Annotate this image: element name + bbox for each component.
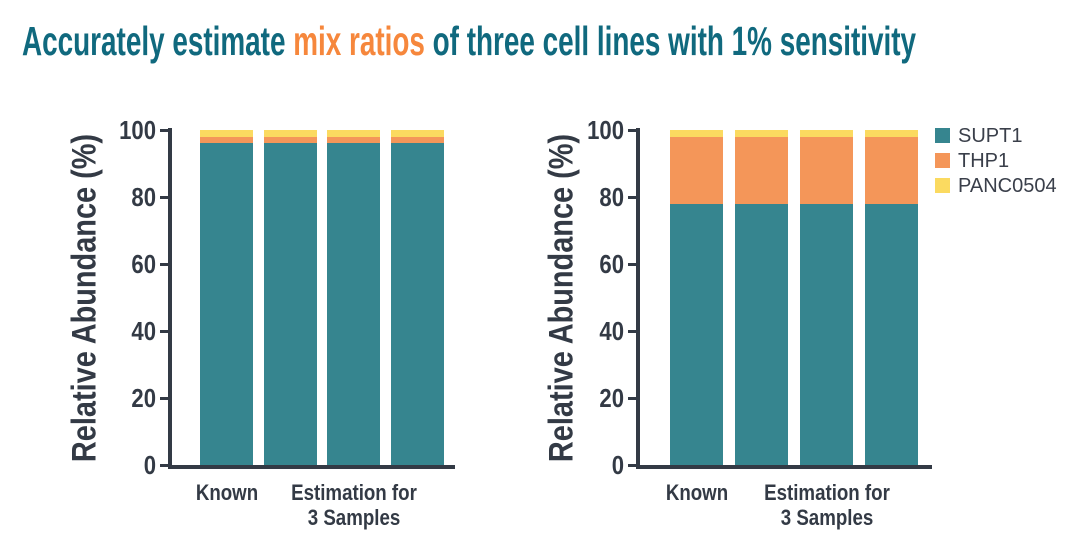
- legend-label-supt1: SUPT1: [958, 124, 1023, 147]
- x-axis-line: [636, 465, 932, 469]
- y-tick-label: 100: [587, 115, 624, 145]
- bar-segment-panc0504: [800, 130, 853, 137]
- y-tick-label: 80: [131, 182, 156, 212]
- y-tick-label: 100: [119, 115, 156, 145]
- title-highlight: mix ratios: [293, 18, 425, 64]
- y-tick-label: 60: [599, 249, 624, 279]
- y-axis-line: [168, 128, 172, 469]
- x-tick-label: Estimation for 3 Samples: [763, 480, 890, 530]
- bar-segment-supt1: [390, 143, 444, 465]
- legend-label-thp1: THP1: [958, 149, 1010, 172]
- y-tick-label: 40: [131, 316, 156, 346]
- bar-segment-supt1: [800, 203, 853, 465]
- bar-segment-thp1: [670, 136, 723, 204]
- y-axis-title: Relative Abundance (%): [542, 133, 581, 462]
- y-axis-line: [636, 128, 640, 469]
- y-tick-mark: [160, 262, 168, 266]
- bar-segment-thp1: [735, 136, 788, 204]
- y-tick-label: 20: [131, 383, 156, 413]
- title-part-1: Accurately estimate: [22, 18, 294, 64]
- bar-segment-supt1: [865, 203, 918, 465]
- x-axis-line: [168, 465, 455, 469]
- legend-swatch-supt1: [935, 128, 950, 143]
- bar-segment-thp1: [200, 136, 253, 144]
- y-tick-mark: [628, 128, 636, 132]
- y-tick-mark: [160, 329, 168, 333]
- y-tick-label: 0: [143, 450, 156, 480]
- y-tick-mark: [160, 463, 168, 467]
- bar-segment-supt1: [263, 143, 317, 465]
- bar-segment-thp1: [327, 136, 380, 144]
- y-tick-mark: [160, 128, 168, 132]
- y-tick-mark: [628, 463, 636, 467]
- legend-swatch-panc0504: [935, 178, 950, 193]
- y-tick-mark: [628, 195, 636, 199]
- y-tick-mark: [160, 195, 168, 199]
- y-tick-label: 40: [599, 316, 624, 346]
- bar-segment-supt1: [670, 203, 723, 465]
- bar-segment-supt1: [735, 203, 788, 465]
- bar-segment-thp1: [865, 136, 918, 204]
- bar-segment-supt1: [327, 143, 380, 465]
- y-tick-mark: [628, 262, 636, 266]
- y-tick-label: 60: [131, 249, 156, 279]
- bar-segment-panc0504: [327, 130, 380, 137]
- y-tick-mark: [628, 396, 636, 400]
- bar-segment-thp1: [800, 136, 853, 204]
- page-title: Accurately estimate mix ratios of three …: [22, 21, 916, 62]
- x-tick-label: Estimation for 3 Samples: [290, 480, 417, 530]
- x-tick-label: Known: [665, 480, 728, 505]
- bar-segment-thp1: [390, 136, 444, 144]
- x-tick-label: Known: [195, 480, 258, 505]
- bar-segment-panc0504: [735, 130, 788, 137]
- y-tick-mark: [628, 329, 636, 333]
- bar-segment-panc0504: [390, 130, 444, 137]
- y-tick-label: 80: [599, 182, 624, 212]
- bar-segment-panc0504: [200, 130, 253, 137]
- y-tick-label: 20: [599, 383, 624, 413]
- bar-segment-panc0504: [263, 130, 317, 137]
- legend-label-panc0504: PANC0504: [958, 174, 1057, 197]
- bar-segment-supt1: [200, 143, 253, 465]
- bar-segment-panc0504: [865, 130, 918, 137]
- y-tick-mark: [160, 396, 168, 400]
- y-tick-label: 0: [611, 450, 624, 480]
- bar-segment-panc0504: [670, 130, 723, 137]
- title-part-2: of three cell lines with 1% sensitivity: [424, 18, 917, 64]
- bar-segment-thp1: [263, 136, 317, 144]
- legend-swatch-thp1: [935, 153, 950, 168]
